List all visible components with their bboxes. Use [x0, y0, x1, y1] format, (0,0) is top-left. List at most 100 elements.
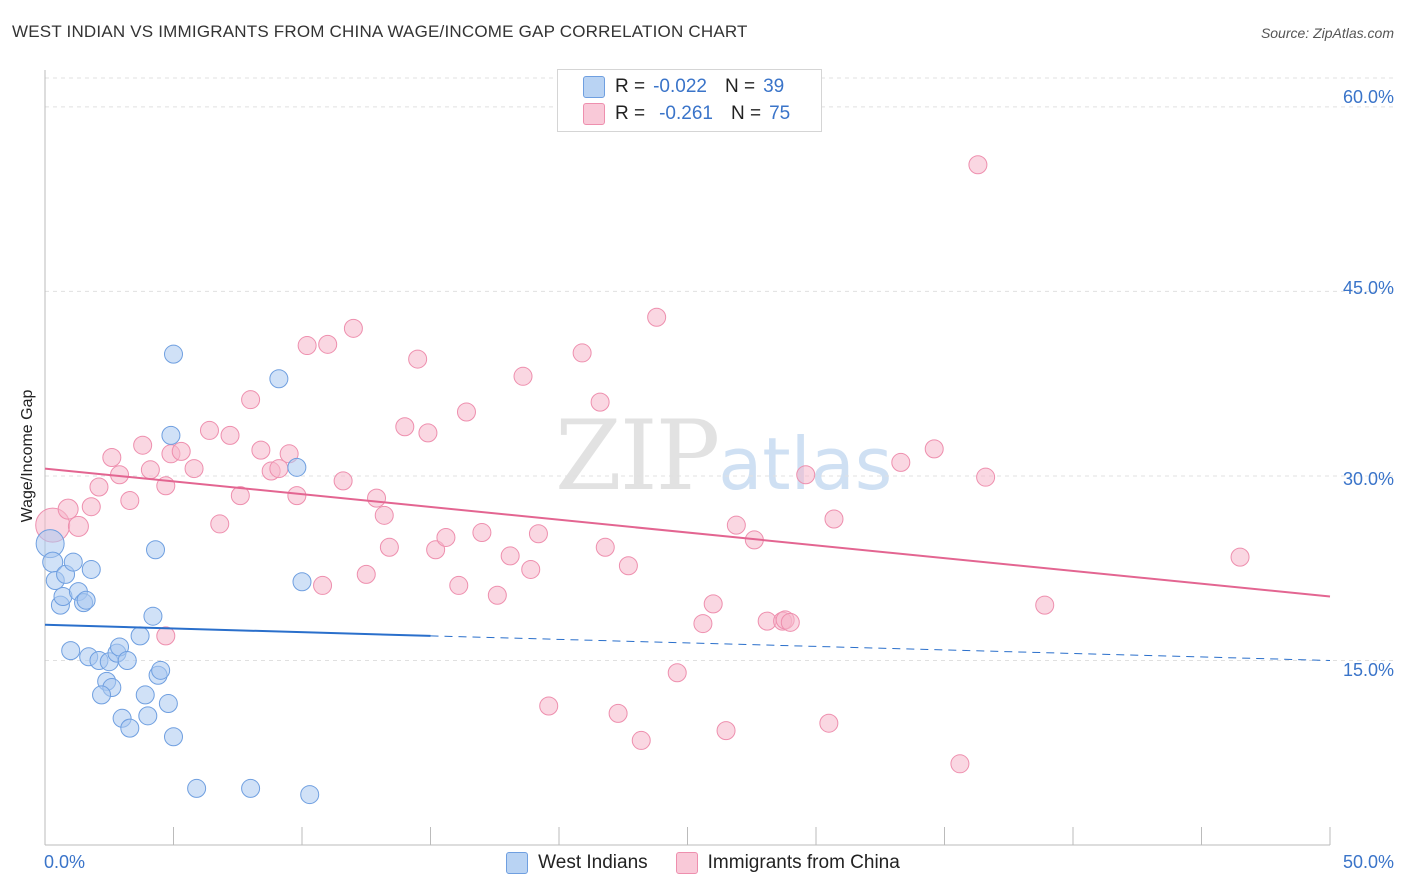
- china-point: [1035, 595, 1055, 615]
- china-point: [539, 696, 559, 716]
- china-point: [500, 546, 520, 566]
- china-point: [230, 486, 250, 506]
- series-legend: West Indians Immigrants from China: [0, 852, 1406, 874]
- china-point: [210, 514, 230, 534]
- china-point: [408, 349, 428, 369]
- watermark: ZIPatlas: [555, 400, 892, 512]
- west-indian-point: [158, 694, 178, 714]
- west-indian-point: [164, 344, 183, 364]
- china-point: [968, 155, 988, 175]
- n-label: N =: [730, 103, 762, 124]
- china-point: [156, 626, 176, 646]
- china-point: [287, 486, 307, 506]
- china-point: [318, 334, 338, 354]
- source-credit: Source: ZipAtlas.com: [1260, 25, 1394, 41]
- west-indian-point: [138, 706, 158, 726]
- china-point: [251, 440, 271, 460]
- china-point: [241, 390, 261, 410]
- china-point: [618, 556, 638, 576]
- legend-row-west-indians: R = -0.022 N = 39: [583, 75, 784, 99]
- west-indian-point: [164, 727, 183, 747]
- y-tick-15: 15.0%: [1342, 660, 1394, 680]
- chart-title: WEST INDIAN VS IMMIGRANTS FROM CHINA WAG…: [12, 22, 748, 41]
- china-point: [726, 515, 746, 535]
- china-point: [950, 754, 970, 774]
- n-value: 39: [763, 76, 785, 97]
- china-point: [356, 564, 376, 584]
- legend-row-china: R = -0.261 N = 75: [583, 102, 790, 126]
- china-point: [120, 491, 140, 511]
- pink-swatch: [675, 852, 698, 874]
- n-label: N =: [724, 76, 756, 97]
- west-indian-point: [292, 572, 312, 592]
- west-indian-trendline: [44, 623, 431, 637]
- x-tick-min: 0.0%: [44, 852, 86, 872]
- blue-swatch: [506, 852, 529, 874]
- china-point: [333, 471, 353, 491]
- china-trendline: [44, 467, 1331, 598]
- west-indian-point: [81, 559, 101, 579]
- china-point: [89, 477, 109, 497]
- pink-swatch: [583, 103, 605, 125]
- china-point: [133, 435, 153, 455]
- r-label: R =: [615, 103, 646, 124]
- r-value: -0.261: [659, 103, 713, 124]
- west-indian-point: [76, 590, 96, 610]
- china-point: [1230, 547, 1250, 567]
- x-tick-max: 50.0%: [1342, 852, 1394, 872]
- china-point: [647, 307, 667, 327]
- blue-swatch: [583, 76, 605, 98]
- china-point: [924, 439, 944, 459]
- china-point: [379, 537, 399, 557]
- y-axis-label: Wage/Income Gap: [19, 389, 36, 523]
- china-point: [436, 527, 456, 547]
- china-point: [513, 366, 533, 386]
- west-indian-point: [269, 369, 289, 389]
- y-tick-45: 45.0%: [1342, 278, 1394, 298]
- west-indian-point: [287, 457, 307, 477]
- legend-item-china[interactable]: Immigrants from China: [675, 852, 900, 874]
- china-point: [171, 441, 191, 461]
- stats-legend: R = -0.022 N = 39 R = -0.261 N = 75: [557, 69, 822, 132]
- china-point: [693, 614, 713, 634]
- china-point: [780, 612, 800, 632]
- west-indian-point: [63, 552, 83, 572]
- west-indian-point: [143, 606, 163, 626]
- china-point: [595, 537, 615, 557]
- west-indian-point: [92, 685, 112, 705]
- west-indian-point: [187, 778, 207, 798]
- china-point: [667, 663, 687, 683]
- china-point: [367, 488, 387, 508]
- china-point: [184, 459, 204, 479]
- china-point: [199, 420, 219, 440]
- west-indian-point: [135, 685, 155, 705]
- west-indian-point: [61, 641, 81, 661]
- china-point: [819, 713, 839, 733]
- china-point: [572, 343, 592, 363]
- legend-label: West Indians: [538, 852, 648, 873]
- china-point: [590, 392, 610, 412]
- legend-item-west-indians[interactable]: West Indians: [506, 852, 648, 874]
- west-indian-point: [241, 778, 261, 798]
- west-indian-point: [117, 650, 137, 670]
- china-point: [395, 417, 415, 437]
- china-point: [891, 452, 911, 472]
- r-label: R =: [615, 76, 646, 97]
- west-indian-point: [120, 718, 140, 738]
- china-point: [796, 465, 816, 485]
- west-indian-point: [151, 660, 171, 680]
- west-indian-point: [300, 785, 320, 805]
- china-point: [631, 730, 651, 750]
- china-point: [343, 318, 363, 338]
- n-value: 75: [769, 103, 791, 124]
- watermark-atlas: atlas: [718, 422, 893, 506]
- china-point: [608, 703, 628, 723]
- legend-label: Immigrants from China: [707, 852, 900, 873]
- r-value: -0.022: [653, 76, 707, 97]
- west-indian-trendline-extension: [430, 635, 1331, 661]
- china-point: [140, 460, 160, 480]
- china-point: [426, 540, 446, 560]
- china-point: [716, 721, 736, 741]
- china-point: [67, 515, 89, 537]
